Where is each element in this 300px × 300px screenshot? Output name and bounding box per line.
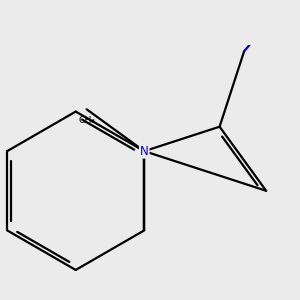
Text: N: N: [140, 145, 149, 158]
Text: CH₃: CH₃: [78, 116, 95, 124]
